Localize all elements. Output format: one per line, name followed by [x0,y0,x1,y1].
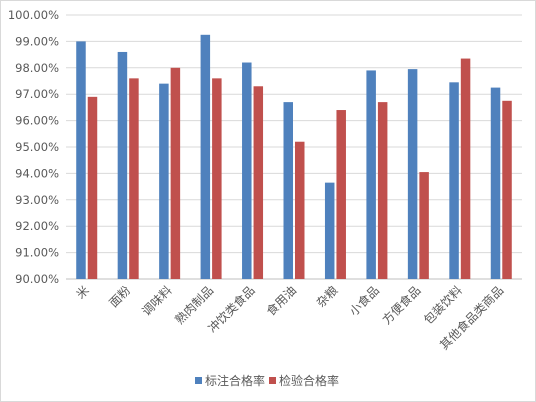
x-category-label: 方便食品 [379,283,424,328]
bar-label-rate [490,87,501,279]
y-tick-label: 96.00% [15,114,59,128]
y-tick-label: 98.00% [15,61,59,75]
bar-label-rate [117,51,128,280]
x-category-label: 面粉 [106,283,133,310]
y-tick-label: 90.00% [15,272,59,286]
bars [76,34,512,280]
bar-inspection-rate [87,96,98,279]
legend-swatch [195,377,202,384]
y-tick-label: 94.00% [15,166,59,180]
x-category-label: 食用油 [263,283,299,319]
y-tick-label: 95.00% [15,140,59,154]
legend-label: 检验合格率 [279,373,339,388]
bar-inspection-rate [460,58,471,280]
x-category-label: 调味料 [139,283,174,318]
bar-inspection-rate [295,141,305,279]
x-category-label: 小食品 [346,283,382,319]
legend: 标注合格率 检验合格率 [195,373,339,388]
bar-inspection-rate [502,100,512,279]
bar-inspection-rate [377,102,388,280]
y-tick-label: 93.00% [15,193,59,207]
bar-label-rate [324,182,335,279]
bar-label-rate [242,62,252,279]
bar-label-rate [76,41,86,280]
y-axis-ticks: 90.00% 91.00% 92.00% 93.00% 94.00% 95.00% 96.0… [8,8,59,286]
bar-inspection-rate [129,78,139,279]
bar-inspection-rate [170,67,181,279]
legend-swatch [269,377,276,384]
gridlines [66,14,522,280]
bar-label-rate [366,70,376,279]
bar-inspection-rate [336,110,346,279]
bar-label-rate [449,82,459,279]
y-tick-label: 99.00% [15,34,59,48]
legend-label: 标注合格率 [205,373,265,388]
bar-label-rate [159,83,169,279]
bar-label-rate [407,69,418,280]
bar-inspection-rate [253,86,264,279]
bar-label-rate [200,34,211,279]
x-category-label: 杂粮 [313,283,341,311]
bar-inspection-rate [419,172,429,279]
bar-label-rate [283,102,293,280]
y-tick-label: 100.00% [8,8,59,22]
y-tick-label: 97.00% [15,87,59,101]
x-category-label: 米 [73,283,91,301]
bar-inspection-rate [212,78,222,279]
y-tick-label: 91.00% [15,246,59,260]
y-tick-label: 92.00% [15,219,59,233]
x-axis-categories: 米面粉 调味料熟肉制品冲饮类食品 食用油 杂粮 小食品方便食品包装饮料其他食品类商品 [73,283,506,353]
